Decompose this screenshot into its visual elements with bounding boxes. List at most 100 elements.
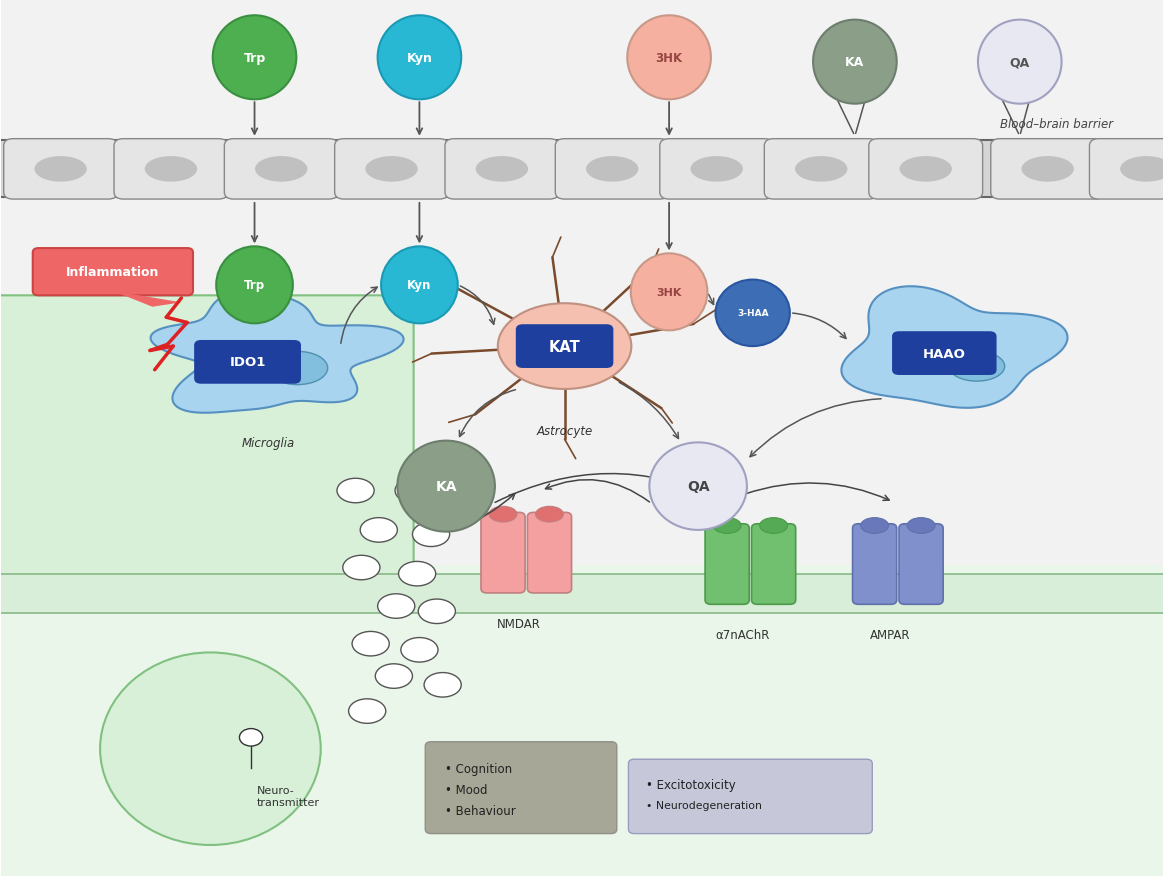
FancyBboxPatch shape	[555, 139, 669, 200]
Polygon shape	[113, 292, 182, 307]
FancyBboxPatch shape	[629, 759, 872, 834]
Text: Astrocyte: Astrocyte	[537, 425, 592, 438]
Ellipse shape	[35, 157, 87, 182]
Ellipse shape	[627, 17, 711, 100]
Ellipse shape	[360, 518, 397, 543]
FancyBboxPatch shape	[765, 139, 878, 200]
Ellipse shape	[650, 443, 747, 531]
Ellipse shape	[400, 638, 438, 662]
Ellipse shape	[489, 507, 517, 523]
Text: Kyn: Kyn	[407, 279, 432, 292]
Text: 3HK: 3HK	[655, 52, 682, 65]
FancyBboxPatch shape	[868, 139, 982, 200]
Ellipse shape	[377, 594, 414, 618]
FancyBboxPatch shape	[335, 139, 448, 200]
FancyBboxPatch shape	[33, 249, 193, 296]
Ellipse shape	[690, 157, 743, 182]
Ellipse shape	[144, 157, 197, 182]
FancyBboxPatch shape	[752, 524, 796, 604]
Bar	[1, 2, 1163, 574]
Polygon shape	[150, 292, 404, 413]
Ellipse shape	[814, 21, 896, 104]
Text: 3HK: 3HK	[656, 288, 682, 297]
Ellipse shape	[375, 664, 412, 688]
FancyBboxPatch shape	[0, 296, 413, 584]
Ellipse shape	[397, 441, 495, 532]
FancyBboxPatch shape	[1090, 139, 1164, 200]
Bar	[1, 574, 1163, 613]
Bar	[1, 566, 1163, 875]
Ellipse shape	[1022, 157, 1074, 182]
Text: 3-HAA: 3-HAA	[737, 309, 768, 318]
FancyBboxPatch shape	[705, 524, 750, 604]
Text: KA: KA	[845, 56, 865, 69]
Ellipse shape	[217, 247, 293, 324]
Ellipse shape	[631, 254, 708, 331]
Ellipse shape	[381, 247, 457, 324]
Ellipse shape	[348, 699, 385, 724]
Ellipse shape	[476, 157, 528, 182]
FancyBboxPatch shape	[991, 139, 1105, 200]
Text: Inflammation: Inflammation	[66, 266, 159, 279]
Ellipse shape	[949, 352, 1005, 381]
Text: Trp: Trp	[244, 279, 265, 292]
Ellipse shape	[760, 518, 788, 534]
Circle shape	[240, 729, 263, 746]
Ellipse shape	[395, 479, 432, 503]
Text: HAAO: HAAO	[923, 347, 966, 360]
Ellipse shape	[100, 652, 321, 845]
Ellipse shape	[365, 157, 418, 182]
Text: • Neurodegeneration: • Neurodegeneration	[646, 801, 761, 810]
FancyBboxPatch shape	[425, 742, 617, 834]
Bar	[1, 141, 1163, 198]
FancyBboxPatch shape	[225, 139, 339, 200]
Ellipse shape	[352, 631, 389, 656]
Text: • Excitotoxicity: • Excitotoxicity	[646, 778, 736, 791]
Ellipse shape	[585, 157, 638, 182]
Ellipse shape	[498, 303, 631, 389]
FancyBboxPatch shape	[481, 513, 525, 593]
FancyBboxPatch shape	[852, 524, 896, 604]
FancyBboxPatch shape	[516, 324, 613, 368]
Ellipse shape	[377, 17, 461, 100]
FancyBboxPatch shape	[445, 139, 559, 200]
FancyBboxPatch shape	[114, 139, 228, 200]
Ellipse shape	[213, 17, 297, 100]
Ellipse shape	[398, 562, 435, 586]
FancyBboxPatch shape	[527, 513, 572, 593]
Text: • Cognition: • Cognition	[445, 762, 512, 775]
Text: QA: QA	[687, 480, 709, 494]
Ellipse shape	[900, 157, 952, 182]
Ellipse shape	[716, 281, 790, 346]
Text: • Mood: • Mood	[445, 783, 488, 796]
Text: NMDAR: NMDAR	[497, 617, 541, 630]
Ellipse shape	[795, 157, 847, 182]
FancyBboxPatch shape	[660, 139, 774, 200]
FancyBboxPatch shape	[3, 139, 118, 200]
Ellipse shape	[342, 556, 379, 580]
Polygon shape	[842, 287, 1067, 409]
Text: Kyn: Kyn	[406, 52, 432, 65]
Ellipse shape	[860, 518, 888, 534]
FancyBboxPatch shape	[892, 332, 996, 375]
Ellipse shape	[907, 518, 935, 534]
Ellipse shape	[714, 518, 741, 534]
FancyBboxPatch shape	[899, 524, 943, 604]
Ellipse shape	[255, 157, 307, 182]
Ellipse shape	[535, 507, 563, 523]
Text: Neuro-
transmitter: Neuro- transmitter	[257, 786, 320, 807]
Text: Trp: Trp	[243, 52, 265, 65]
Text: α7nAChR: α7nAChR	[715, 628, 769, 641]
Text: QA: QA	[1009, 56, 1030, 69]
Text: AMPAR: AMPAR	[870, 628, 910, 641]
Text: Blood–brain barrier: Blood–brain barrier	[1000, 118, 1113, 131]
Text: KA: KA	[435, 480, 457, 494]
FancyBboxPatch shape	[194, 340, 301, 384]
Text: Microglia: Microglia	[242, 437, 296, 449]
Ellipse shape	[1120, 157, 1164, 182]
Ellipse shape	[338, 479, 374, 503]
Ellipse shape	[418, 599, 455, 624]
Text: • Behaviour: • Behaviour	[445, 804, 516, 816]
Ellipse shape	[412, 523, 449, 547]
Text: IDO1: IDO1	[229, 356, 265, 369]
